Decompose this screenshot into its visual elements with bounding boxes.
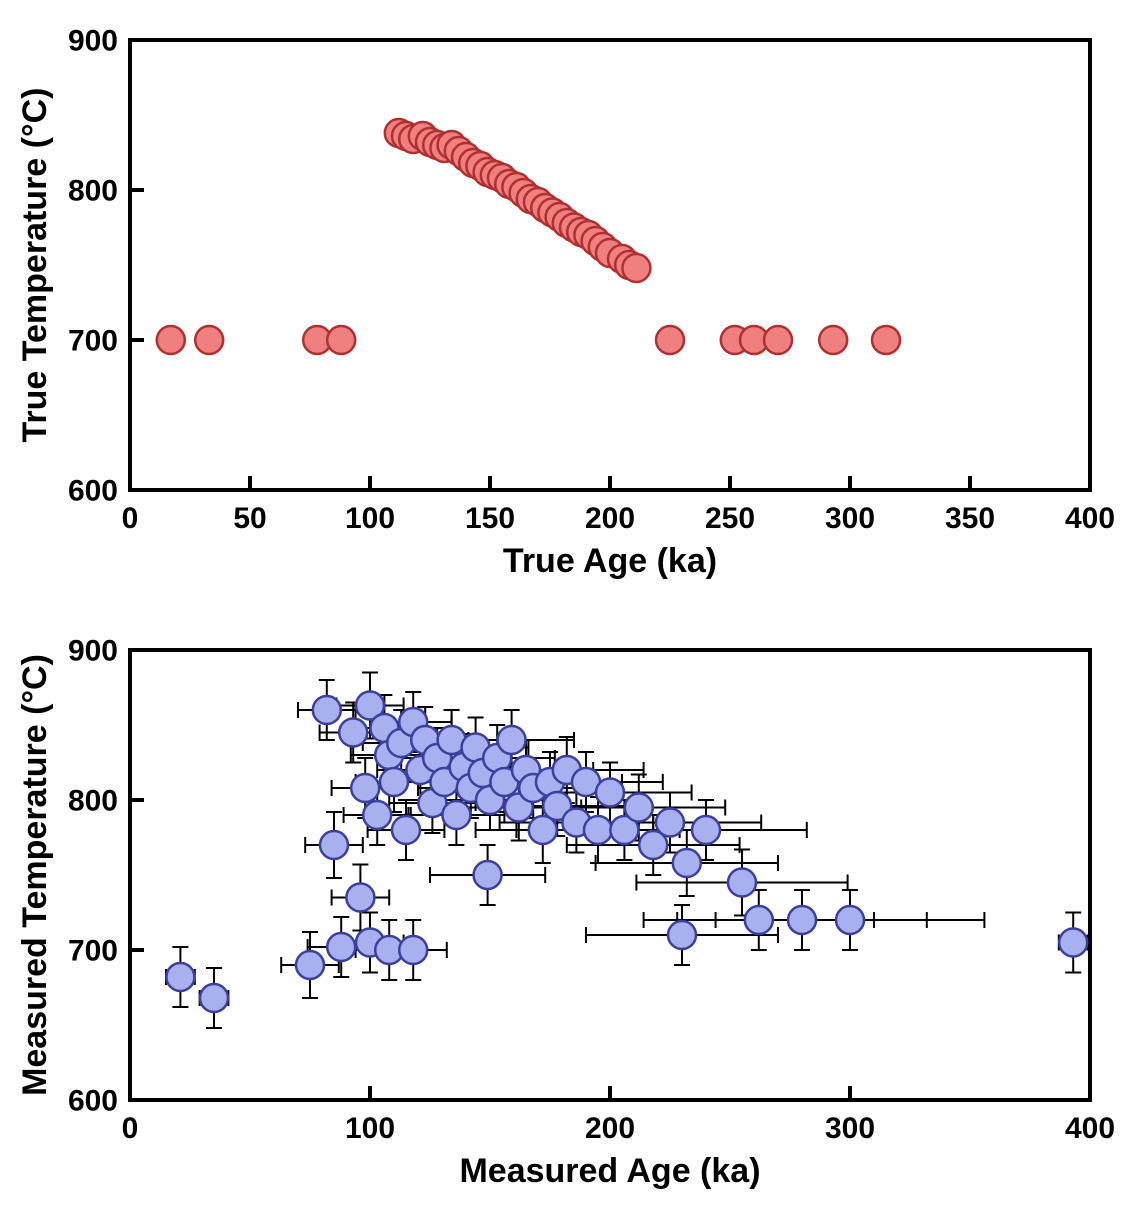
x-tick-label: 150 [465, 502, 515, 535]
data-point [313, 696, 341, 724]
data-point [166, 963, 194, 991]
x-tick-label: 300 [825, 1112, 875, 1145]
y-axis-label: Measured Temperature (°C) [16, 654, 54, 1096]
x-tick-label: 50 [233, 502, 266, 535]
figure-container: 0 50 100 150 200 250 300 350 400 600 700 800 900 True… [0, 0, 1126, 1200]
y-tick-label: 700 [68, 935, 118, 968]
data-point [622, 254, 650, 282]
data-point [728, 869, 756, 897]
data-point [584, 816, 612, 844]
x-tick-label: 100 [345, 502, 395, 535]
data-point [872, 326, 900, 354]
x-tick-label: 200 [585, 1112, 635, 1145]
x-tick-label: 400 [1065, 502, 1115, 535]
data-point [673, 849, 701, 877]
data-point [764, 326, 792, 354]
data-point [442, 801, 470, 829]
x-tick-label: 0 [122, 1112, 139, 1145]
y-tick-label: 600 [68, 1085, 118, 1118]
data-point [195, 326, 223, 354]
data-point [656, 326, 684, 354]
x-tick-label: 100 [345, 1112, 395, 1145]
data-point [668, 921, 696, 949]
data-point [692, 816, 720, 844]
x-axis-label: True Age (ka) [503, 542, 717, 580]
y-tick-label: 900 [68, 635, 118, 668]
data-point [836, 906, 864, 934]
y-axis-label: True Temperature (°C) [16, 88, 54, 443]
data-point [498, 726, 526, 754]
data-point [625, 794, 653, 822]
data-point [346, 884, 374, 912]
data-point [474, 861, 502, 889]
y-tick-label: 900 [68, 25, 118, 58]
data-point [1059, 929, 1087, 957]
x-tick-label: 300 [825, 502, 875, 535]
data-point [819, 326, 847, 354]
x-tick-label: 200 [585, 502, 635, 535]
data-point [392, 816, 420, 844]
data-point [399, 936, 427, 964]
data-point [788, 906, 816, 934]
data-point [339, 719, 367, 747]
data-point [363, 801, 391, 829]
y-tick-label: 800 [68, 785, 118, 818]
y-tick-label: 700 [68, 325, 118, 358]
data-point [327, 933, 355, 961]
x-axis-label: Measured Age (ka) [459, 1152, 760, 1190]
data-point [327, 326, 355, 354]
x-tick-label: 350 [945, 502, 995, 535]
data-point [656, 809, 684, 837]
data-point [596, 779, 624, 807]
data-point [745, 906, 773, 934]
x-tick-label: 400 [1065, 1112, 1115, 1145]
data-point [200, 984, 228, 1012]
data-point [320, 831, 348, 859]
y-tick-label: 600 [68, 475, 118, 508]
x-tick-label: 250 [705, 502, 755, 535]
data-point [380, 768, 408, 796]
bottom-scatter-chart: 0 100 200 300 400 600 700 800 900 Measured Age (k… [0, 620, 1126, 1230]
data-point [296, 951, 324, 979]
y-tick-label: 800 [68, 175, 118, 208]
data-point [157, 326, 185, 354]
top-scatter-chart: 0 50 100 150 200 250 300 350 400 600 700 800 900 True… [0, 10, 1126, 620]
x-tick-label: 0 [122, 502, 139, 535]
data-point [351, 774, 379, 802]
